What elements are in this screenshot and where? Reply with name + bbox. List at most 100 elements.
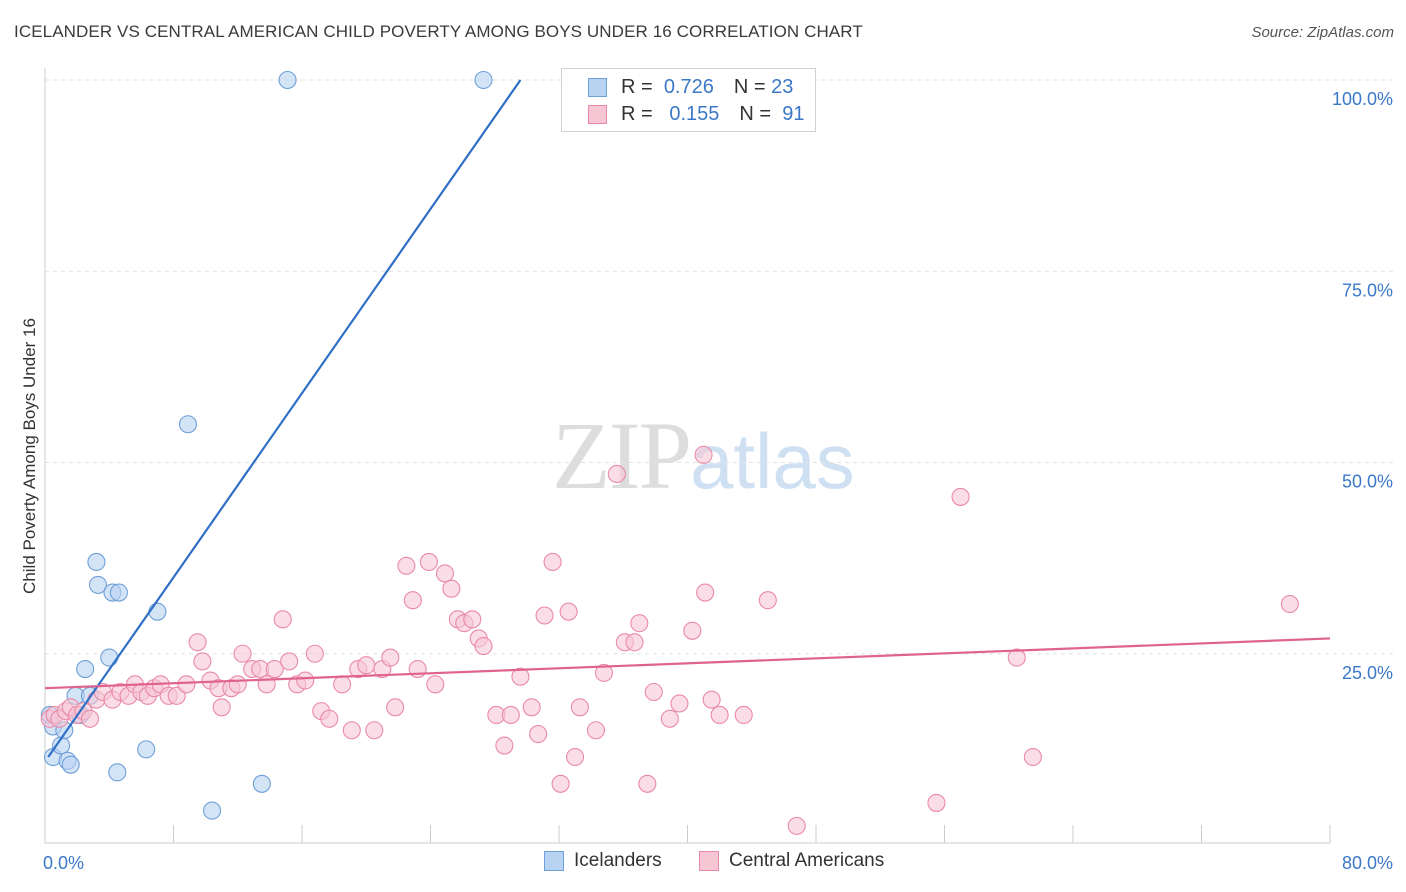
watermark: ZIPatlas: [552, 400, 855, 511]
central-american-point: [543, 552, 562, 572]
legend-n-label: N =: [733, 75, 766, 98]
central-american-point: [625, 633, 644, 652]
central-american-point: [228, 675, 247, 694]
central-american-point: [365, 721, 384, 740]
central-american-point: [522, 698, 541, 717]
icelander-point: [76, 659, 95, 679]
central-american-point: [474, 637, 493, 656]
legend-r-value-central-americans: 0.155: [669, 102, 720, 125]
x-tick-label: 0.0%: [43, 853, 84, 873]
central-american-point: [80, 709, 100, 728]
icelander-point: [87, 552, 106, 572]
legend-r-label: R =: [621, 102, 653, 125]
y-axis-label: Child Poverty Among Boys Under 16: [20, 318, 39, 594]
central-american-point: [1023, 747, 1042, 767]
icelander-point: [474, 70, 493, 90]
central-american-point: [586, 721, 605, 740]
icelanders-legend-label: Icelanders: [574, 850, 662, 871]
central-americans-trend-line: [44, 637, 1331, 690]
central-american-point: [566, 747, 585, 767]
central-american-point: [630, 614, 649, 633]
central-american-point: [495, 736, 514, 755]
central-american-point: [660, 709, 679, 728]
central-american-point: [188, 633, 207, 652]
icelander-point: [278, 70, 297, 90]
central-american-point: [734, 705, 753, 725]
central-american-point: [696, 583, 715, 602]
legend-n-label: N =: [739, 102, 772, 125]
central-american-point: [710, 705, 729, 725]
central-american-point: [333, 675, 352, 694]
icelanders-trend-line: [47, 79, 522, 758]
central-american-point: [644, 682, 663, 702]
icelanders-legend-swatch: [544, 851, 564, 871]
legend-n-value-central-americans: 91: [782, 102, 805, 125]
legend-r-value-icelanders: 0.726: [663, 75, 714, 98]
central-american-point: [551, 774, 570, 793]
bottom-legend-central-americans: Central Americans: [699, 850, 884, 872]
central-american-point: [320, 709, 339, 728]
central-american-point: [559, 602, 578, 621]
central-american-point: [386, 698, 405, 717]
central-american-point: [670, 694, 689, 713]
central-american-point: [694, 445, 713, 464]
central-american-point: [233, 644, 252, 663]
y-tick-label: 50.0%: [1342, 472, 1393, 492]
icelander-point: [252, 774, 271, 793]
central-american-point: [501, 705, 520, 725]
central-american-point: [193, 652, 212, 671]
central-american-point: [397, 556, 416, 575]
legend-r-label: R =: [621, 75, 653, 98]
icelander-point: [203, 801, 222, 820]
central-american-point: [265, 659, 284, 679]
icelander-point: [137, 740, 156, 759]
central-american-point: [758, 591, 777, 610]
central-american-point: [442, 579, 461, 598]
central-american-point: [280, 652, 299, 671]
central-american-point: [296, 671, 315, 690]
icelander-point: [109, 583, 128, 602]
central-american-point: [419, 552, 438, 572]
central-american-point: [683, 621, 702, 640]
central-americans-swatch: [588, 104, 607, 124]
central-american-point: [381, 648, 400, 667]
central-american-point: [435, 564, 455, 583]
central-americans-legend-label: Central Americans: [729, 850, 885, 871]
icelander-point: [148, 602, 167, 621]
correlation-legend: R = 0.726 N = 23 R = 0.155 N = 91: [561, 68, 816, 132]
y-tick-label: 100.0%: [1332, 89, 1393, 109]
central-american-point: [403, 591, 422, 610]
legend-row-icelanders: R = 0.726 N = 23: [588, 74, 793, 100]
chart-title: ICELANDER VS CENTRAL AMERICAN CHILD POVE…: [14, 22, 863, 41]
icelander-point: [108, 763, 127, 782]
central-american-point: [951, 487, 970, 506]
central-american-point: [535, 606, 554, 625]
central-american-point: [927, 793, 946, 812]
central-american-point: [529, 725, 548, 744]
central-american-point: [177, 675, 196, 694]
legend-n-value-icelanders: 23: [771, 75, 794, 98]
x-tick-label: 80.0%: [1342, 853, 1393, 873]
central-american-point: [702, 690, 721, 709]
central-american-point: [342, 721, 361, 740]
central-american-point: [426, 675, 445, 694]
central-american-point: [1007, 648, 1026, 667]
central-american-point: [607, 464, 626, 484]
icelander-point: [61, 755, 80, 774]
central-american-point: [212, 698, 231, 717]
central-american-point: [1280, 594, 1299, 614]
icelanders-swatch: [588, 77, 607, 97]
icelander-point: [88, 575, 108, 594]
central-american-point: [787, 816, 806, 835]
legend-row-central-americans: R = 0.155 N = 91: [588, 101, 804, 127]
central-americans-legend-swatch: [699, 851, 719, 871]
central-american-point: [305, 644, 324, 663]
central-american-point: [511, 667, 530, 686]
watermark-zip: ZIP: [552, 402, 692, 509]
y-tick-label: 75.0%: [1342, 280, 1393, 300]
central-american-point: [357, 656, 376, 675]
central-american-point: [570, 698, 589, 717]
bottom-legend-icelanders: Icelanders: [544, 850, 662, 872]
central-american-point: [273, 610, 292, 629]
